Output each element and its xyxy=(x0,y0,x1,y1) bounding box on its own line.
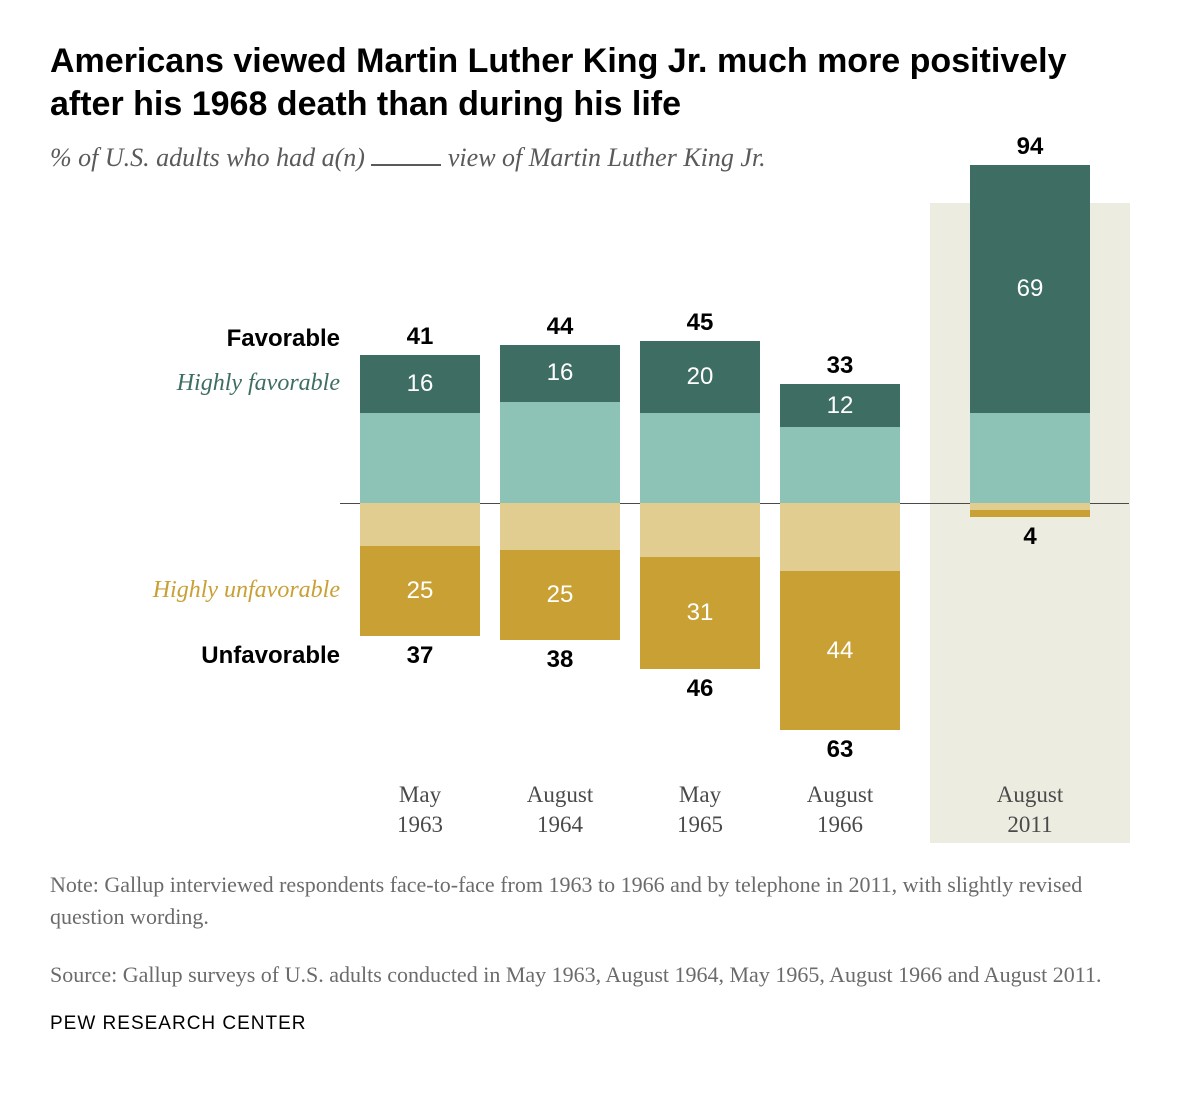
bar-column: 44 16 25 38 xyxy=(500,203,620,843)
label-unfavorable: Unfavorable xyxy=(201,642,340,670)
bar-column: 33 12 44 63 xyxy=(780,203,900,843)
chart-note: Note: Gallup interviewed respondents fac… xyxy=(50,869,1129,933)
subtitle-post: view of Martin Luther King Jr. xyxy=(441,143,765,172)
value-unfavorable: 63 xyxy=(780,736,900,764)
attribution: PEW RESEARCH CENTER xyxy=(50,1013,1129,1035)
value-favorable: 94 xyxy=(970,133,1090,161)
chart-subtitle: % of U.S. adults who had a(n) view of Ma… xyxy=(50,143,1129,173)
value-highly-favorable: 20 xyxy=(640,363,760,391)
x-axis-label: August1964 xyxy=(480,780,640,840)
value-unfavorable: 4 xyxy=(970,523,1090,551)
blank-line-icon xyxy=(371,164,441,166)
label-favorable: Favorable xyxy=(227,325,340,353)
label-highly-favorable: Highly favorable xyxy=(177,370,340,397)
value-highly-favorable: 16 xyxy=(500,359,620,387)
x-axis-label: May1963 xyxy=(340,780,500,840)
bar-column: 45 20 31 46 xyxy=(640,203,760,843)
bar-column: 94694 xyxy=(970,203,1090,843)
value-unfavorable: 37 xyxy=(360,642,480,670)
chart-source: Source: Gallup surveys of U.S. adults co… xyxy=(50,959,1129,991)
subtitle-pre: % of U.S. adults who had a(n) xyxy=(50,143,371,172)
x-axis-label: August1966 xyxy=(760,780,920,840)
value-unfavorable: 38 xyxy=(500,646,620,674)
value-highly-unfavorable: 25 xyxy=(500,581,620,609)
value-favorable: 45 xyxy=(640,309,760,337)
value-favorable: 33 xyxy=(780,352,900,380)
bar-column: 41 16 25 37 xyxy=(360,203,480,843)
label-highly-unfavorable: Highly unfavorable xyxy=(153,577,340,604)
value-favorable: 44 xyxy=(500,313,620,341)
segment-highly-unfavorable xyxy=(970,510,1090,517)
x-axis-label: August2011 xyxy=(950,780,1110,840)
diverging-bar-chart: Favorable Highly favorable Highly unfavo… xyxy=(50,203,1129,843)
value-highly-favorable: 16 xyxy=(360,370,480,398)
value-highly-unfavorable: 31 xyxy=(640,599,760,627)
value-highly-unfavorable: 25 xyxy=(360,577,480,605)
value-highly-favorable: 69 xyxy=(970,275,1090,303)
value-favorable: 41 xyxy=(360,323,480,351)
value-highly-favorable: 12 xyxy=(780,392,900,420)
x-axis-label: May1965 xyxy=(620,780,780,840)
chart-title: Americans viewed Martin Luther King Jr. … xyxy=(50,40,1129,125)
value-unfavorable: 46 xyxy=(640,675,760,703)
value-highly-unfavorable: 44 xyxy=(780,637,900,665)
